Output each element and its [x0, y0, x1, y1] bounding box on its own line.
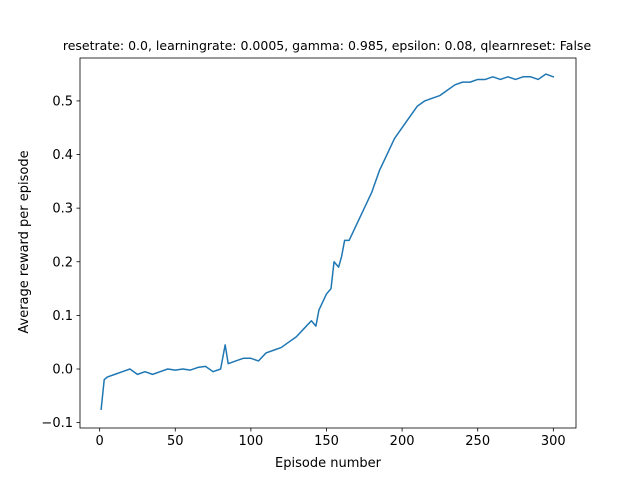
y-tick-label: 0.0: [52, 363, 73, 378]
x-tick-label: 150: [314, 434, 339, 449]
y-tick-label: 0.5: [52, 94, 73, 109]
x-axis-label: Episode number: [275, 456, 382, 471]
y-tick-label: −0.1: [41, 416, 73, 431]
series-line-0: [100, 73, 555, 411]
x-tick-label: 300: [541, 434, 566, 449]
x-tick-label: 50: [167, 434, 184, 449]
axes-frame: [79, 57, 577, 429]
chart-title: resetrate: 0.0, learningrate: 0.0005, ga…: [63, 38, 592, 53]
y-tick-label: 0.2: [52, 255, 73, 270]
y-axis-label: Average reward per episode: [17, 150, 32, 333]
y-tick-label: 0.3: [52, 202, 73, 217]
y-tick-label: 0.1: [52, 309, 73, 324]
y-tick-label: 0.4: [52, 148, 73, 163]
x-tick-label: 250: [465, 434, 490, 449]
plot-area: 0 50 100 150 200 250 300 −0.1 0.0 0.1 0.2 0.3 0.4 0.5: [41, 57, 577, 449]
x-tick-label: 100: [238, 434, 263, 449]
x-tick-label: 200: [390, 434, 415, 449]
x-tick-label: 0: [96, 434, 104, 449]
